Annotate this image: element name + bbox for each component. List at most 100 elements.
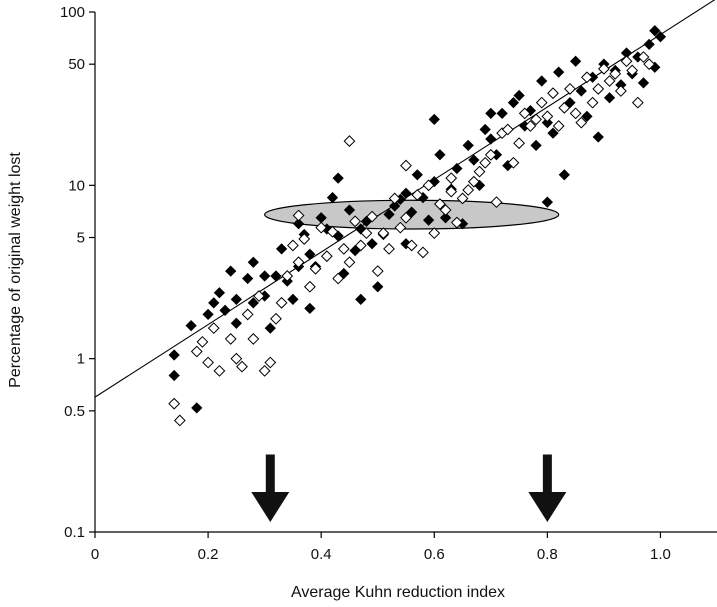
filled-diamond-point <box>547 127 559 139</box>
open-diamond-point <box>473 165 486 178</box>
open-diamond-point <box>603 75 616 87</box>
open-diamond-point <box>445 185 458 198</box>
open-diamond-point <box>264 356 277 369</box>
open-diamond-point <box>513 137 525 150</box>
open-diamond-point <box>354 239 367 252</box>
filled-diamond-point <box>247 256 259 268</box>
down-arrow-2 <box>528 454 567 522</box>
y-tick-label: 1 <box>77 351 85 368</box>
open-diamond-point <box>417 246 429 259</box>
open-diamond-point <box>592 83 605 95</box>
open-diamond-point <box>202 356 214 369</box>
filled-diamond-point <box>230 317 242 329</box>
open-diamond-point <box>484 148 497 161</box>
open-diamond-point <box>241 308 254 321</box>
y-tick-label: 0.1 <box>64 524 85 541</box>
filled-diamond-point <box>439 212 452 224</box>
filled-diamond-point <box>428 176 440 188</box>
open-diamond-point <box>400 211 412 224</box>
filled-diamond-point <box>213 287 226 299</box>
filled-diamond-point <box>355 293 367 305</box>
points-layer <box>168 25 667 427</box>
open-diamond-point <box>558 101 571 114</box>
filled-diamond-point <box>304 248 316 260</box>
filled-diamond-point <box>259 270 271 282</box>
open-diamond-point <box>614 85 627 97</box>
x-tick-label: 0.8 <box>537 546 558 563</box>
open-diamond-point <box>253 290 265 302</box>
open-diamond-point <box>445 172 458 185</box>
open-diamond-point <box>637 51 650 63</box>
filled-diamond-point <box>389 200 401 212</box>
filled-diamond-point <box>524 104 537 117</box>
open-diamond-point <box>535 96 548 109</box>
open-diamond-point <box>377 227 390 240</box>
open-diamond-point <box>320 250 333 263</box>
filled-diamond-point <box>372 281 384 293</box>
open-diamond-point <box>643 58 656 71</box>
open-diamond-point <box>247 333 260 345</box>
y-tick-label: 5 <box>77 230 85 247</box>
open-diamond-point <box>405 239 418 252</box>
filled-diamond-point <box>496 107 508 120</box>
filled-diamond-point <box>275 243 288 255</box>
filled-diamond-point <box>383 208 395 220</box>
open-diamond-point <box>349 215 362 228</box>
filled-diamond-point <box>225 265 237 277</box>
open-diamond-point <box>490 196 503 209</box>
open-diamond-point <box>298 233 311 245</box>
open-diamond-point <box>303 280 316 293</box>
filled-diamond-point <box>507 97 520 109</box>
filled-diamond-point <box>168 349 180 361</box>
filled-diamond-point <box>581 110 593 122</box>
open-diamond-point <box>343 256 356 269</box>
open-diamond-point <box>456 192 469 205</box>
y-tick-label: 50 <box>68 56 85 73</box>
filled-diamond-point <box>485 107 497 120</box>
open-diamond-point <box>388 192 401 205</box>
open-diamond-point <box>281 270 294 282</box>
open-diamond-point <box>598 62 610 75</box>
open-diamond-point <box>371 265 384 278</box>
open-diamond-point <box>292 256 305 269</box>
open-diamond-point <box>501 123 514 136</box>
filled-diamond-point <box>343 204 356 216</box>
open-diamond-point <box>224 333 237 345</box>
filled-diamond-point <box>191 402 203 414</box>
filled-diamond-point <box>637 77 650 89</box>
filled-diamond-point <box>530 139 542 152</box>
filled-diamond-point <box>485 133 497 145</box>
filled-diamond-point <box>366 238 378 250</box>
open-diamond-point <box>360 227 373 240</box>
arrows-layer <box>251 454 567 522</box>
filled-diamond-point <box>654 31 667 43</box>
open-diamond-point <box>275 296 288 309</box>
open-diamond-point <box>315 221 328 234</box>
y-tick-label: 100 <box>60 4 85 21</box>
open-diamond-point <box>530 113 542 126</box>
open-diamond-point <box>518 107 531 120</box>
open-diamond-point <box>428 227 441 240</box>
filled-diamond-point <box>326 191 339 204</box>
filled-diamond-point <box>219 304 231 316</box>
open-diamond-point <box>439 204 452 216</box>
open-diamond-point <box>434 198 446 210</box>
filled-diamond-point <box>513 89 525 102</box>
open-diamond-point <box>586 96 599 109</box>
x-tick-label: 0.4 <box>311 546 332 563</box>
filled-diamond-point <box>406 206 418 218</box>
filled-diamond-point <box>479 123 491 136</box>
open-diamond-point <box>450 216 463 229</box>
open-diamond-point <box>547 87 559 100</box>
open-diamond-point <box>569 107 582 120</box>
open-diamond-point <box>462 184 475 196</box>
open-diamond-point <box>230 352 243 365</box>
open-diamond-point <box>422 179 435 192</box>
filled-diamond-point <box>570 55 582 67</box>
open-diamond-point <box>581 71 593 84</box>
open-diamond-point <box>631 96 644 109</box>
open-diamond-point <box>383 242 395 255</box>
open-diamond-point <box>620 55 633 68</box>
open-diamond-point <box>524 120 537 132</box>
